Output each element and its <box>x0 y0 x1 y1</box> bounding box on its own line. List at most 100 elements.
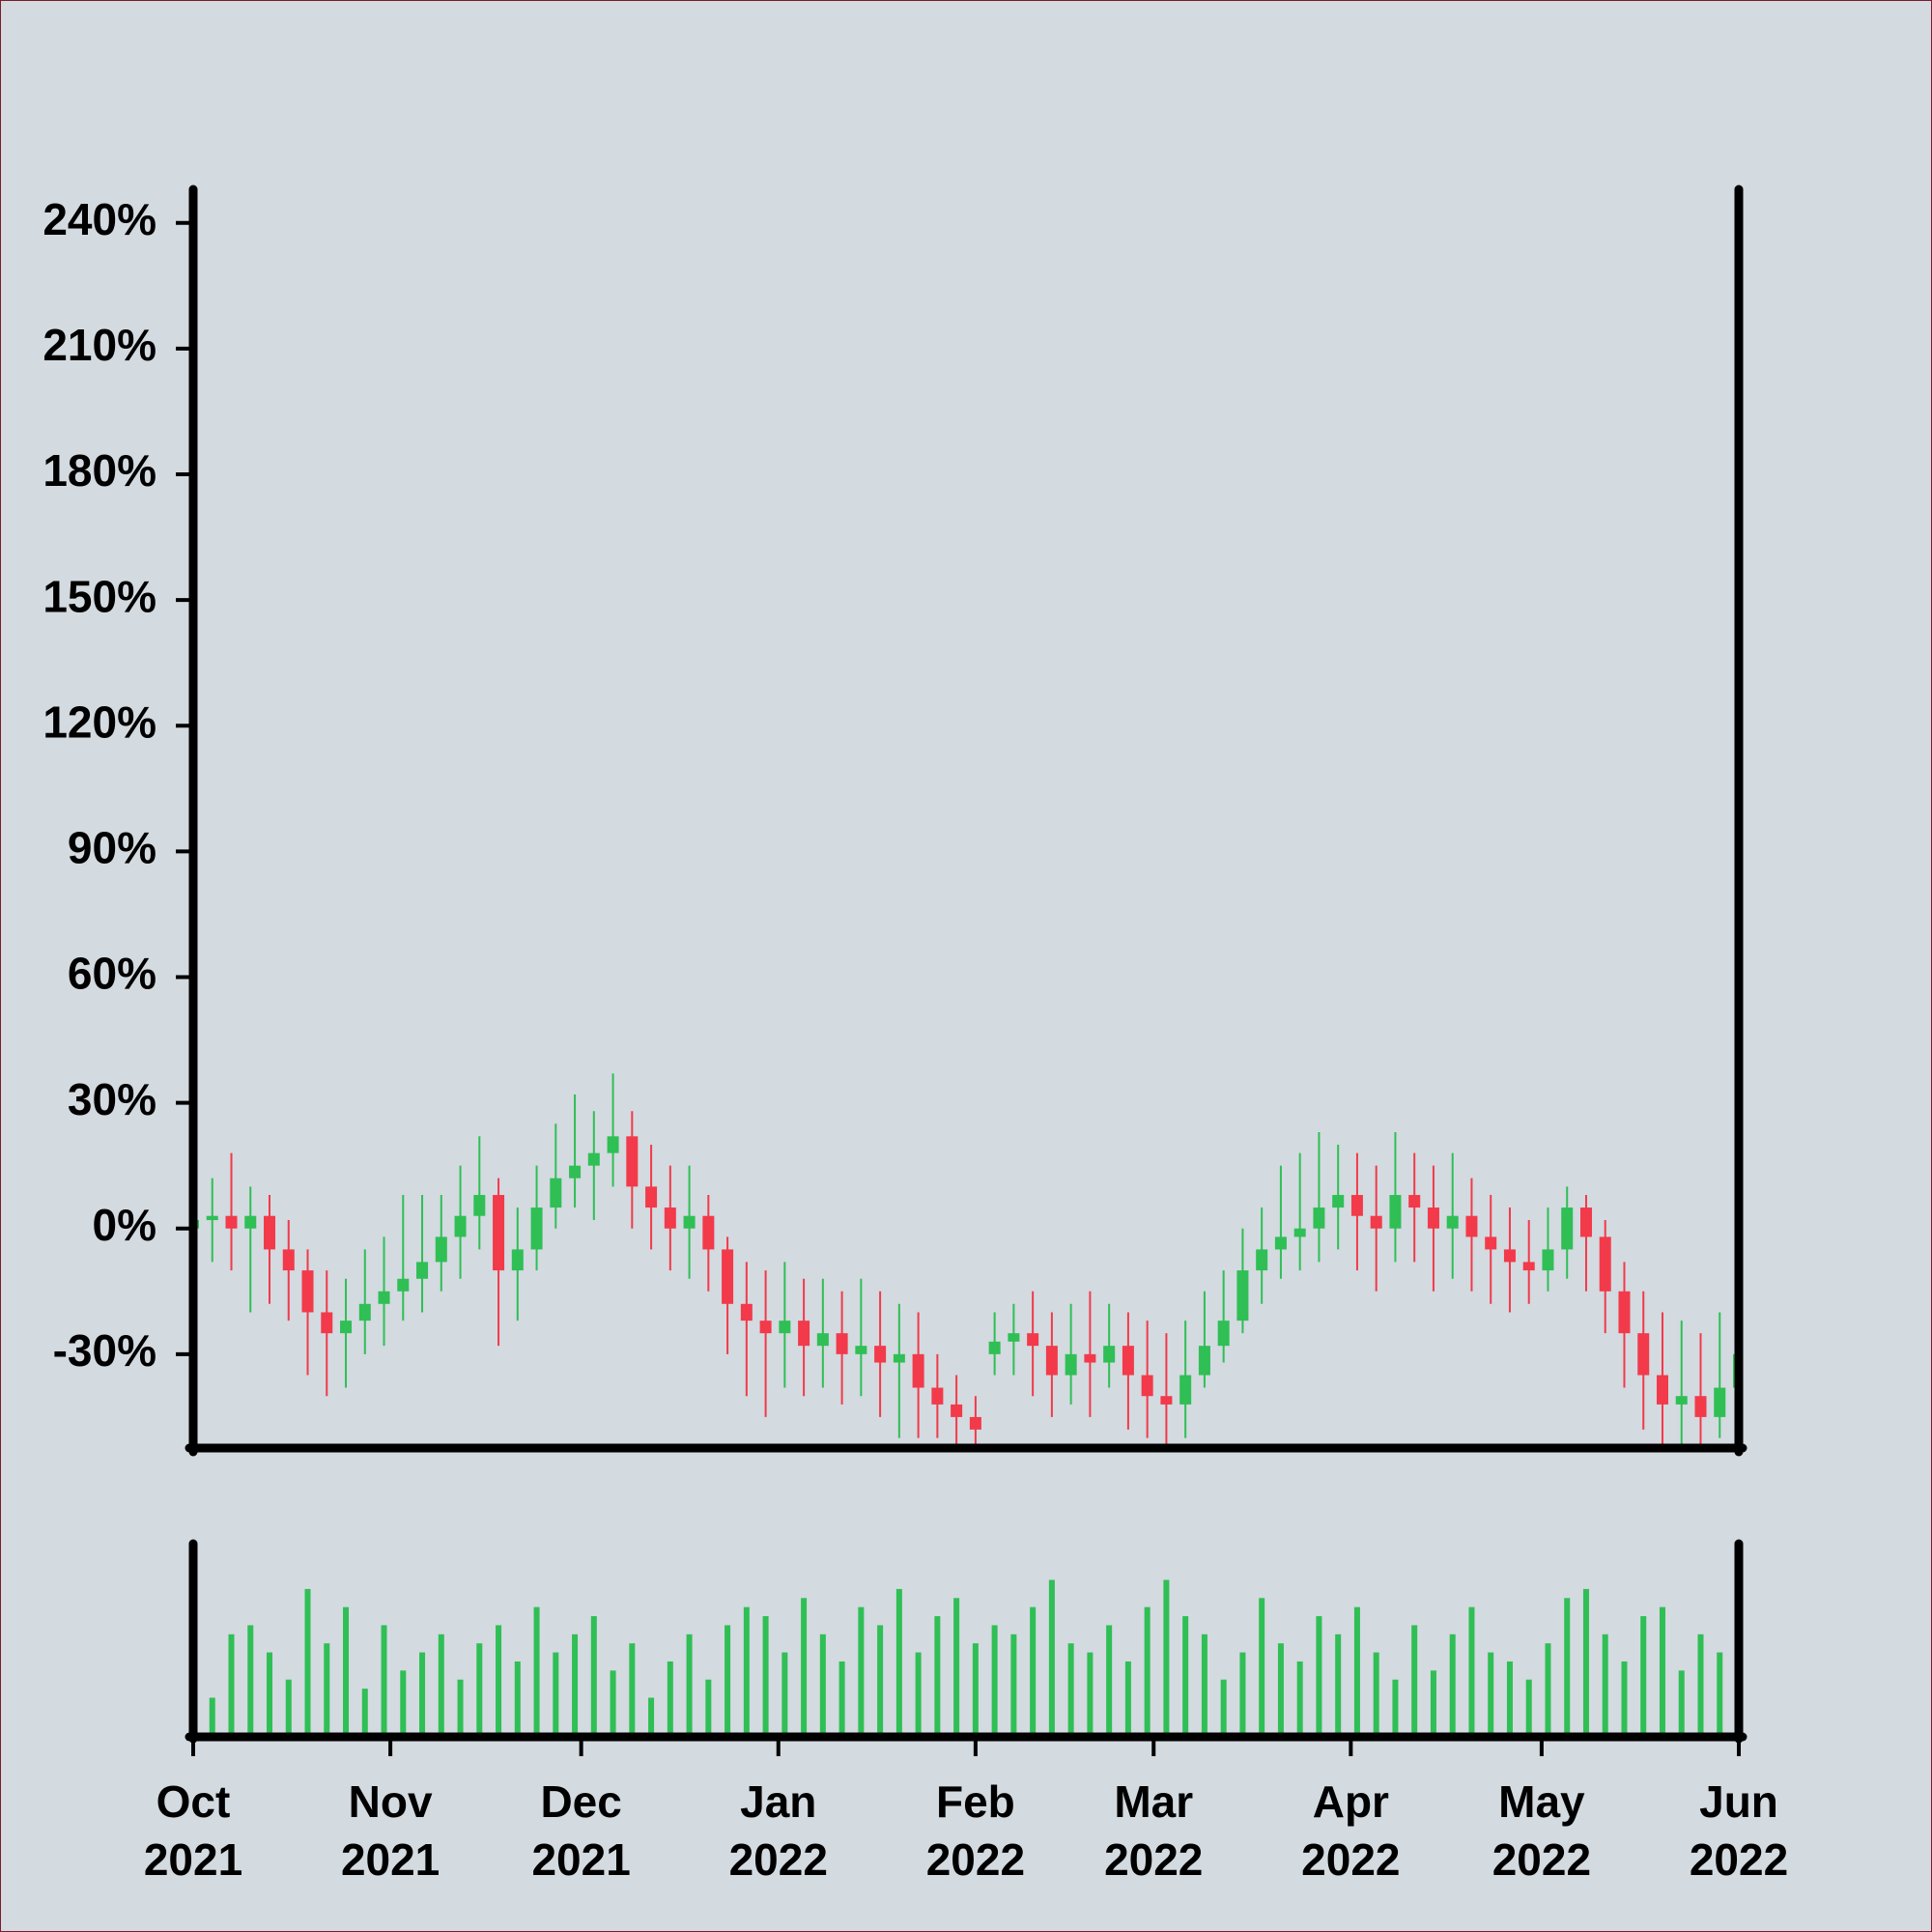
candle-body <box>1465 1215 1478 1237</box>
volume-bar <box>400 1670 407 1734</box>
candle-body <box>912 1353 924 1388</box>
candle-body <box>779 1321 791 1334</box>
candle-body <box>301 1270 314 1313</box>
candle-body <box>1675 1396 1688 1405</box>
volume-bar <box>209 1697 215 1734</box>
candle-body <box>931 1387 944 1405</box>
candle-body <box>569 1165 582 1179</box>
volume-bar <box>1449 1634 1456 1734</box>
candle-body <box>1370 1215 1382 1229</box>
volume-bar <box>590 1616 597 1734</box>
candle-body <box>1637 1333 1650 1376</box>
candle-body <box>1503 1249 1516 1263</box>
volume-bar <box>1373 1652 1379 1734</box>
candle-body <box>1065 1353 1077 1376</box>
volume-bar <box>972 1643 979 1734</box>
candle-body <box>1256 1249 1268 1271</box>
volume-bar <box>553 1652 559 1734</box>
candle-body <box>1198 1346 1210 1376</box>
candle-body <box>1485 1236 1497 1250</box>
volume-bar <box>438 1634 444 1734</box>
x-tick-label: Dec 2021 <box>531 1776 631 1885</box>
volume-bar <box>381 1625 387 1734</box>
volume-bar <box>1582 1588 1589 1734</box>
volume-bar <box>267 1652 273 1734</box>
volume-bar <box>1067 1643 1074 1734</box>
candle-body <box>1236 1270 1249 1321</box>
candle-body <box>836 1333 848 1354</box>
candle-body <box>1618 1291 1631 1334</box>
volume-bar <box>1468 1606 1475 1734</box>
volume-bar <box>1506 1661 1513 1734</box>
y-tick-label: 30% <box>68 1074 156 1124</box>
volume-bar <box>1239 1652 1246 1734</box>
volume-bar <box>991 1625 998 1734</box>
volume-bar <box>1277 1643 1284 1734</box>
candle-body <box>683 1215 696 1229</box>
volume-bar <box>1621 1661 1628 1734</box>
volume-bar <box>629 1643 636 1734</box>
candle-body <box>206 1215 218 1221</box>
x-tick-label: Feb 2022 <box>925 1776 1026 1885</box>
x-tick-label: Apr 2022 <box>1301 1776 1401 1885</box>
volume-bar <box>1640 1616 1647 1734</box>
volume-bars <box>190 1579 1742 1734</box>
y-tick-label: 180% <box>43 445 156 496</box>
candle-body <box>1714 1387 1726 1417</box>
x-tick-label: Oct 2021 <box>143 1776 243 1885</box>
candle-body <box>587 1152 600 1166</box>
candle-body <box>1599 1236 1611 1292</box>
volume-bar <box>915 1652 922 1734</box>
volume-bar <box>877 1625 884 1734</box>
x-tick-label: Jun 2022 <box>1689 1776 1789 1885</box>
candle-body <box>225 1215 238 1229</box>
volume-bar <box>228 1634 235 1734</box>
volume-bar <box>667 1661 673 1734</box>
volume-bar <box>496 1625 502 1734</box>
volume-bar <box>1697 1634 1704 1734</box>
x-tick-label: May 2022 <box>1492 1776 1592 1885</box>
candle-body <box>740 1303 753 1321</box>
candle-body <box>473 1195 486 1216</box>
candle-body <box>1045 1346 1058 1376</box>
candle-body <box>340 1321 353 1334</box>
volume-bar <box>1030 1606 1037 1734</box>
candle-body <box>626 1136 639 1187</box>
candle-body <box>645 1186 658 1208</box>
candle-body <box>1103 1346 1116 1363</box>
candle-body <box>1446 1215 1459 1229</box>
candle-body <box>1084 1353 1096 1363</box>
candle-body <box>798 1321 810 1347</box>
volume-bar <box>247 1625 254 1734</box>
candle-body <box>1008 1333 1020 1342</box>
volume-bar <box>1144 1606 1151 1734</box>
candle-body <box>244 1215 257 1229</box>
volume-bar <box>572 1634 579 1734</box>
candle-body <box>378 1291 390 1304</box>
volume-bar <box>1124 1661 1131 1734</box>
volume-bar <box>1163 1579 1170 1734</box>
volume-bar <box>514 1661 521 1734</box>
volume-bar <box>610 1670 616 1734</box>
candle-body <box>1122 1346 1134 1376</box>
candle-body <box>1427 1208 1439 1229</box>
volume-bar <box>895 1588 902 1734</box>
volume-bar <box>953 1598 960 1734</box>
candle-body <box>607 1136 619 1153</box>
candle-body <box>1313 1208 1325 1229</box>
y-tick-label: 0% <box>93 1200 156 1250</box>
y-tick-label: 60% <box>68 949 156 999</box>
candle-body <box>1179 1375 1192 1405</box>
candle-body <box>816 1333 829 1347</box>
volume-bar <box>361 1689 368 1734</box>
candle-body <box>988 1341 1001 1354</box>
y-tick-label: -30% <box>53 1325 156 1376</box>
candle-body <box>416 1262 429 1279</box>
volume-bar <box>324 1643 330 1734</box>
candle-body <box>321 1312 333 1334</box>
volume-bar <box>1010 1634 1017 1734</box>
candle-body <box>893 1353 905 1363</box>
volume-bar <box>1353 1606 1360 1734</box>
volume-bar <box>1545 1643 1551 1734</box>
